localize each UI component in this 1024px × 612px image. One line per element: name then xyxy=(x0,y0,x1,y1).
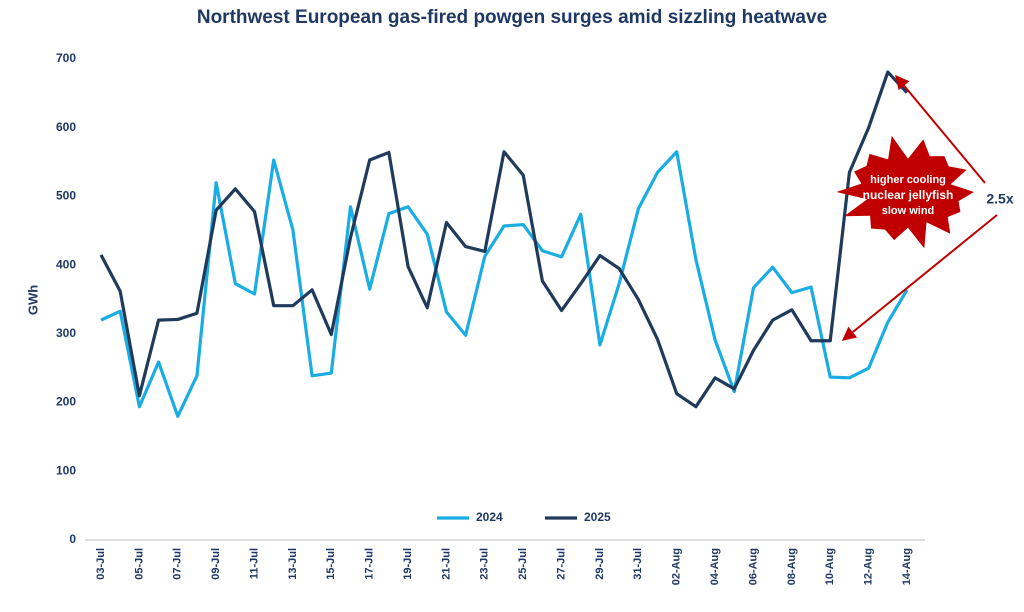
y-tick-label: 400 xyxy=(56,257,76,271)
y-tick-label: 0 xyxy=(69,532,76,546)
x-tick-label: 07-Jul xyxy=(172,548,184,580)
series-line xyxy=(100,150,909,418)
plot: 0 100 200 300 400 500 600 700 03-Jul 05-Jul 07-Jul… xyxy=(56,51,913,585)
y-tick-label: 200 xyxy=(56,395,76,409)
annotation: nuclear jellyfish xyxy=(863,188,954,202)
x-tick-label: 08-Aug xyxy=(786,548,798,585)
annotation: 2.5x xyxy=(986,191,1013,207)
arrow xyxy=(895,74,986,184)
x-tick-label: 17-Jul xyxy=(364,548,376,580)
y-tick-label: 300 xyxy=(56,326,76,340)
y-tick-label: 600 xyxy=(56,120,76,134)
y-tick-label: 500 xyxy=(56,189,76,203)
x-tick-label: 23-Jul xyxy=(479,548,491,580)
x-tick-label: 05-Jul xyxy=(133,548,145,580)
series-line xyxy=(99,70,909,409)
x-tick-label: 15-Jul xyxy=(325,548,337,580)
x-tick-label: 09-Jul xyxy=(210,548,222,580)
legend-label: 2025 xyxy=(584,510,611,524)
chart-title: Northwest European gas-fired powgen surg… xyxy=(197,7,827,28)
x-tick-label: 03-Jul xyxy=(95,548,107,580)
legend-label: 2024 xyxy=(476,510,503,524)
x-tick-label: 14-Aug xyxy=(901,548,913,585)
x-tick-label: 11-Jul xyxy=(248,548,260,579)
x-tick-label: 21-Jul xyxy=(440,548,452,580)
x-tick-label: 19-Jul xyxy=(402,548,414,580)
burst xyxy=(836,135,974,249)
y-tick-label: 100 xyxy=(56,463,76,477)
x-tick-label: 12-Aug xyxy=(863,548,875,585)
x-tick-label: 02-Aug xyxy=(671,548,683,585)
annotation: slow wind xyxy=(882,205,935,217)
y-axis-label: GWh xyxy=(25,285,40,315)
x-tick-label: 06-Aug xyxy=(747,548,759,585)
x-tick-label: 04-Aug xyxy=(709,548,721,585)
x-tick-label: 10-Aug xyxy=(824,548,836,585)
x-tick-label: 27-Jul xyxy=(555,548,567,580)
x-tick-label: 31-Jul xyxy=(632,548,644,580)
annotation: higher cooling xyxy=(870,174,946,186)
x-tick-label: 29-Jul xyxy=(594,548,606,580)
y-tick-label: 700 xyxy=(56,51,76,65)
x-tick-label: 25-Jul xyxy=(517,548,529,580)
arrow xyxy=(841,214,998,341)
x-tick-label: 13-Jul xyxy=(287,548,299,580)
